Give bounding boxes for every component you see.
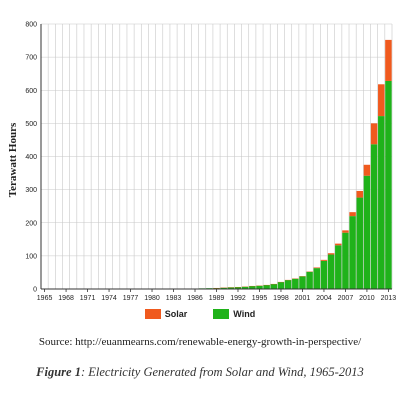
- bar-wind-1997: [270, 284, 278, 289]
- bar-solar-2005: [327, 253, 335, 255]
- bar-wind-1996: [263, 285, 270, 289]
- x-tick-label: 2007: [338, 295, 354, 302]
- y-axis-title: Terawatt Hours: [7, 122, 19, 197]
- figure-caption: Figure 1: Electricity Generated from Sol…: [0, 365, 400, 380]
- y-tick-label: 800: [25, 22, 37, 29]
- chart-container: 0 100 200 300 400 500 600 700 800 1965 1968 1971 19…: [7, 22, 397, 303]
- bar-wind-2010: [363, 175, 371, 289]
- bar-wind-2012: [378, 116, 385, 290]
- bar-solar-2013: [385, 39, 392, 81]
- x-tick-label: 1998: [273, 295, 289, 302]
- bar-solar-2004: [320, 259, 328, 261]
- legend-label-wind: Wind: [233, 309, 256, 319]
- legend-swatch-solar: [144, 309, 161, 319]
- bar-solar-2007: [342, 230, 349, 233]
- legend: Solar Wind: [0, 306, 400, 322]
- x-tick-label: 1977: [123, 295, 139, 302]
- y-tick-label: 700: [25, 55, 37, 62]
- x-tick-label: 1986: [187, 295, 203, 302]
- y-tick-label: 500: [25, 121, 37, 128]
- y-tick-label: 200: [25, 220, 37, 227]
- bar-solar-2011: [370, 123, 378, 145]
- legend-item-wind: Wind: [213, 309, 255, 319]
- figure-caption-text: : Electricity Generated from Solar and W…: [80, 365, 364, 379]
- x-tick-label: 1995: [252, 295, 268, 302]
- y-tick-label: 400: [25, 154, 37, 161]
- x-tick-label: 2001: [295, 295, 311, 302]
- bar-wind-2002: [306, 271, 313, 289]
- source-line: Source: http://euanmearns.com/renewable-…: [38, 336, 362, 348]
- legend-swatch-wind: [213, 309, 230, 319]
- bar-wind-1993: [241, 286, 249, 289]
- figure-number: Figure 1: [36, 365, 81, 379]
- bar-solar-2012: [378, 84, 385, 117]
- x-tick-label: 1974: [101, 295, 117, 302]
- bar-solar-2009: [356, 190, 363, 198]
- bar-wind-2004: [320, 260, 328, 289]
- bar-wind-2001: [299, 276, 306, 289]
- bar-wind-1992: [234, 287, 242, 289]
- bar-solar-2003: [313, 267, 321, 269]
- x-tick-label: 2013: [381, 295, 397, 302]
- x-tick-label: 1989: [209, 295, 225, 302]
- bar-wind-2011: [370, 144, 378, 289]
- y-tick-label: 600: [25, 88, 37, 95]
- x-tick-label: 1992: [230, 295, 246, 302]
- x-tick-label: 1968: [58, 295, 74, 302]
- bar-wind-2006: [335, 245, 342, 289]
- bar-wind-1999: [284, 280, 292, 289]
- bar-wind-1994: [249, 286, 256, 289]
- y-tick-label: 0: [33, 287, 37, 294]
- bar-solar-2008: [349, 212, 356, 217]
- bar-wind-2009: [356, 197, 363, 289]
- y-tick-label: 300: [25, 187, 37, 194]
- bar-solar-2006: [335, 243, 342, 246]
- x-tick-label: 2010: [359, 295, 375, 302]
- x-tick-label: 1983: [166, 295, 182, 302]
- x-tick-label: 1971: [80, 295, 96, 302]
- bar-wind-2008: [349, 216, 356, 289]
- legend-label-solar: Solar: [164, 309, 188, 319]
- bar-wind-2007: [342, 232, 349, 289]
- bar-wind-1991: [227, 287, 235, 289]
- bar-wind-2013: [385, 80, 392, 289]
- bar-wind-2005: [327, 254, 335, 289]
- x-tick-labels: 1965 1968 1971 1974 1977 1980 1983 1986 1989 1992…: [37, 289, 397, 302]
- bar-solar-2010: [363, 164, 371, 176]
- bar-wind-1998: [277, 282, 285, 289]
- y-tick-label: 100: [25, 253, 37, 260]
- x-tick-label: 1980: [144, 295, 160, 302]
- bar-wind-1990: [220, 287, 227, 289]
- x-tick-label: 2004: [316, 295, 332, 302]
- bar-wind-2003: [313, 268, 321, 289]
- y-tick-labels: 0 100 200 300 400 500 600 700 800: [25, 22, 37, 294]
- legend-item-solar: Solar: [144, 309, 188, 319]
- bar-wind-2000: [292, 278, 299, 289]
- x-tick-label: 1965: [37, 295, 53, 302]
- bar-wind-1995: [256, 285, 263, 289]
- bars-group: [170, 39, 392, 290]
